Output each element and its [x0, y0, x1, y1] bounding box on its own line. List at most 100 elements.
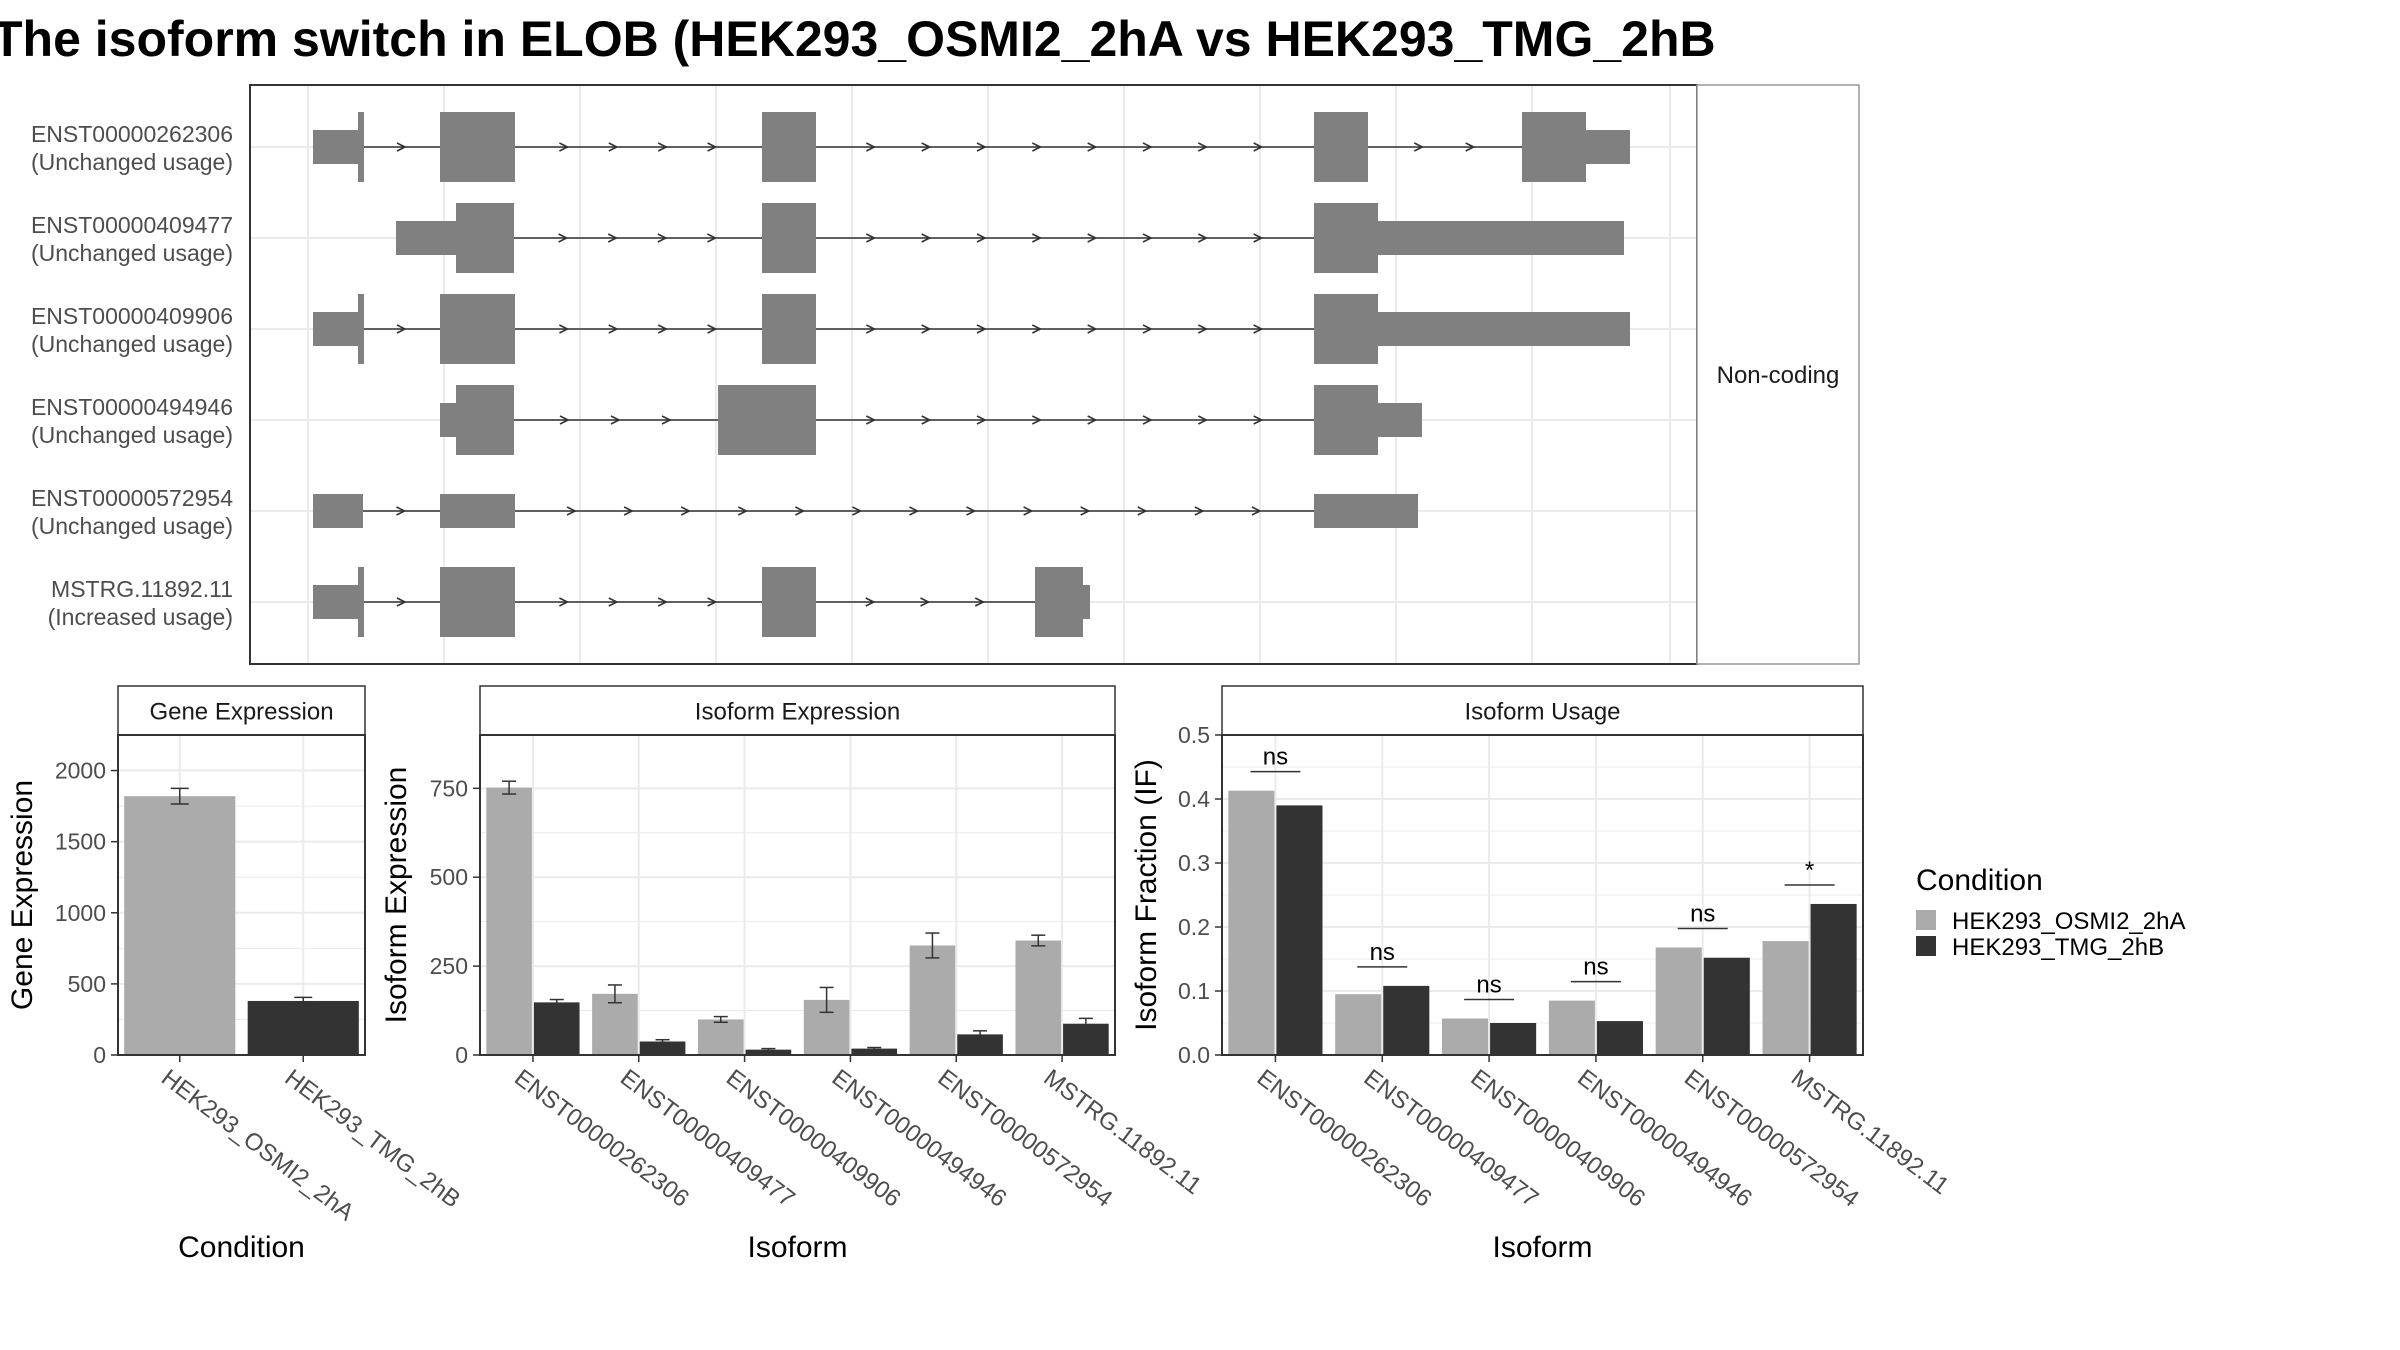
y-tick-label: 0 [455, 1042, 468, 1068]
x-tick-label: ENST00000409477 [615, 1064, 800, 1212]
exon-block [456, 203, 514, 273]
isoform-usage-label: (Unchanged usage) [31, 513, 233, 539]
panel-strip-title: Gene Expression [149, 699, 333, 726]
intron-arrow [1023, 506, 1034, 516]
intron-arrow [974, 597, 986, 607]
x-tick-label: ENST00000409477 [1359, 1064, 1544, 1212]
y-tick-label: 0.2 [1178, 914, 1210, 940]
intron-arrow [707, 324, 718, 334]
bar-condition-b [247, 1000, 359, 1055]
exon-block [358, 294, 364, 364]
bar-condition-a [1015, 940, 1062, 1055]
intron-arrow [1253, 142, 1264, 152]
significance-label: ns [1690, 900, 1715, 927]
intron-arrow [680, 506, 692, 516]
exon-block [358, 112, 364, 182]
bar-condition-a [486, 787, 532, 1055]
bar-condition-a [1228, 790, 1275, 1055]
intron-arrow [707, 597, 718, 607]
facet-label: Non-coding [1717, 362, 1840, 389]
y-axis-title: Isoform Fraction (IF) [1130, 759, 1163, 1031]
exon-block [762, 294, 816, 364]
x-tick-label: ENST00000494946 [1572, 1064, 1757, 1212]
panel-plot-border [1221, 734, 1864, 1056]
y-axis-title: Gene Expression [6, 780, 39, 1010]
isoform-usage-label: (Unchanged usage) [31, 422, 233, 448]
intron-arrow [1197, 324, 1209, 334]
bar-condition-a [697, 1019, 744, 1055]
intron-arrow [1087, 142, 1098, 152]
bar-condition-b [1276, 805, 1323, 1055]
bar-condition-a [1548, 1000, 1595, 1055]
intron-arrow [559, 597, 570, 607]
isoform-id-label: ENST00000409477 [31, 212, 233, 238]
intron-arrow [1087, 324, 1098, 334]
intron-arrow [608, 324, 619, 334]
exon-block [358, 567, 364, 637]
y-tick-label: 2000 [55, 758, 106, 784]
exon-block [440, 112, 515, 182]
intron-arrow [566, 506, 577, 516]
intron-arrow [623, 506, 634, 516]
isoform-usage-panel: Isoform Usage ENST00000262306ENST00000409… [1130, 685, 1954, 1264]
intron-arrow [608, 597, 619, 607]
bar-condition-a [909, 945, 956, 1055]
intron-arrow [657, 597, 668, 607]
intron-arrow [661, 415, 672, 425]
y-tick-label: 1500 [55, 829, 106, 855]
significance-label: ns [1370, 939, 1395, 966]
legend-swatch-b [1916, 936, 1936, 956]
exon-block [1314, 385, 1378, 455]
exon-block [313, 585, 362, 619]
y-tick-label: 0.1 [1178, 978, 1210, 1004]
exon-block [313, 130, 362, 164]
bar-condition-b [851, 1048, 898, 1055]
intron-arrow [608, 142, 619, 152]
intron-arrow [396, 597, 407, 607]
intron-arrow [396, 506, 407, 516]
bar-condition-b [1490, 1023, 1537, 1055]
y-tick-label: 0.0 [1178, 1042, 1210, 1068]
intron-arrow [1137, 506, 1148, 516]
x-tick-label: ENST00000494946 [827, 1064, 1012, 1212]
significance-label: * [1805, 857, 1814, 884]
intron-arrow [920, 597, 931, 607]
intron-arrow [1413, 142, 1425, 152]
exon-block [1378, 221, 1624, 255]
intron-arrow [909, 506, 920, 516]
x-axis-title: Isoform [1492, 1231, 1592, 1264]
intron-arrow [737, 506, 749, 516]
intron-arrow [976, 324, 987, 334]
exon-block [456, 385, 514, 455]
exon-block [313, 494, 363, 528]
intron-arrow [559, 324, 570, 334]
bar-condition-b [1810, 903, 1857, 1055]
x-tick-label: ENST00000572954 [1679, 1064, 1864, 1212]
exon-block [1522, 112, 1586, 182]
intron-arrow [1197, 142, 1209, 152]
transcript-structure-panel: ENST00000262306(Unchanged usage)ENST0000… [31, 84, 1860, 665]
legend-label-b: HEK293_TMG_2hB [1952, 934, 2164, 961]
isoform-usage-label: (Unchanged usage) [31, 240, 233, 266]
intron-arrow [1253, 415, 1264, 425]
significance-label: ns [1583, 954, 1608, 981]
y-tick-label: 0.4 [1178, 786, 1210, 812]
legend-title: Condition [1916, 864, 2043, 897]
intron-arrow [976, 415, 987, 425]
intron-arrow [607, 233, 618, 243]
y-tick-label: 500 [430, 864, 468, 890]
intron-arrow [1142, 233, 1153, 243]
intron-arrow [1087, 415, 1098, 425]
exon-block [440, 294, 515, 364]
intron-arrow [966, 506, 977, 516]
intron-arrow [921, 324, 932, 334]
x-tick-label: ENST00000409906 [1465, 1064, 1650, 1212]
intron-arrow [976, 233, 987, 243]
bar-condition-b [533, 1002, 580, 1055]
significance-label: ns [1263, 744, 1288, 771]
intron-arrow [1253, 233, 1264, 243]
intron-arrow [707, 142, 718, 152]
intron-arrow [921, 142, 932, 152]
exon-block [1314, 112, 1368, 182]
isoform-usage-label: (Unchanged usage) [31, 331, 233, 357]
